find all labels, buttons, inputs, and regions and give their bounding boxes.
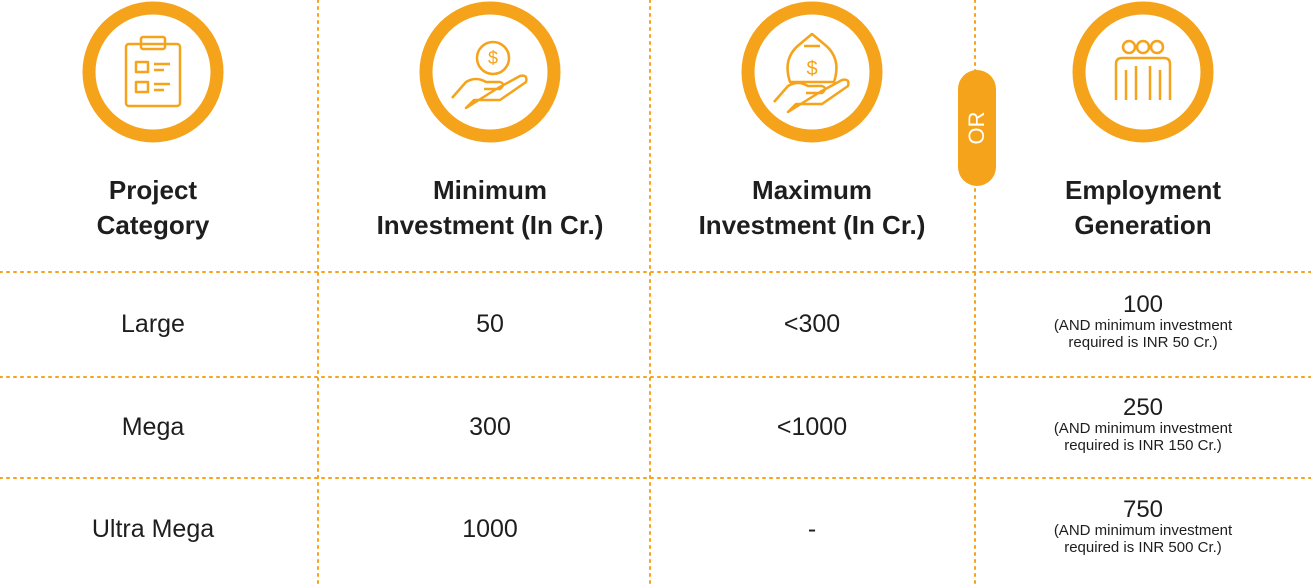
column-title: Maximum Investment (In Cr.) bbox=[699, 173, 926, 243]
cell-value: 50 bbox=[476, 310, 504, 338]
title-line: Minimum bbox=[432, 175, 548, 205]
icons: $ $ bbox=[124, 32, 1172, 114]
employment-cell: 750 (AND minimum investment required is IN… bbox=[1053, 496, 1233, 557]
employment-note: (AND minimum investment bbox=[1053, 317, 1233, 334]
title-line: Maximum bbox=[752, 175, 872, 205]
title-line: Generation bbox=[1074, 210, 1212, 240]
svg-text:$: $ bbox=[488, 48, 498, 68]
or-pill: OR bbox=[958, 70, 996, 186]
employment-value: 750 bbox=[1122, 496, 1164, 523]
employment-cell: 100 (AND minimum investment required is IN… bbox=[1053, 291, 1233, 352]
cell-value: <1000 bbox=[776, 413, 848, 441]
cell-value: Large bbox=[121, 310, 185, 338]
employment-note: (AND minimum investment bbox=[1053, 420, 1233, 437]
cell-value: - bbox=[807, 515, 817, 543]
employment-value: 250 bbox=[1122, 394, 1164, 421]
employment-note: required is INR 500 Cr.) bbox=[1064, 539, 1222, 556]
column-title: Minimum Investment (In Cr.) bbox=[377, 173, 604, 243]
title-line: Employment bbox=[1064, 175, 1222, 205]
title-line: Project bbox=[108, 175, 198, 205]
title-line: Category bbox=[96, 210, 210, 240]
column-title: Project Category bbox=[97, 173, 210, 243]
employment-note: required is INR 50 Cr.) bbox=[1068, 334, 1218, 351]
employment-note: required is INR 150 Cr.) bbox=[1064, 437, 1222, 454]
title-line: Investment (In Cr.) bbox=[376, 210, 604, 240]
title-line: Investment (In Cr.) bbox=[698, 210, 926, 240]
svg-text:$: $ bbox=[806, 58, 817, 80]
employment-cell: 250 (AND minimum investment required is IN… bbox=[1053, 394, 1233, 455]
or-label: OR bbox=[964, 111, 989, 145]
employment-value: 100 bbox=[1122, 291, 1164, 318]
column-title: Employment Generation bbox=[1065, 173, 1221, 243]
employment-note: (AND minimum investment bbox=[1053, 522, 1233, 539]
cell-value: Mega bbox=[121, 413, 185, 441]
cell-value: 300 bbox=[469, 413, 511, 441]
cell-value: 1000 bbox=[462, 515, 518, 543]
icon-rings bbox=[82, 1, 1214, 143]
cell-value: <300 bbox=[783, 310, 841, 338]
cell-value: Ultra Mega bbox=[91, 515, 215, 543]
